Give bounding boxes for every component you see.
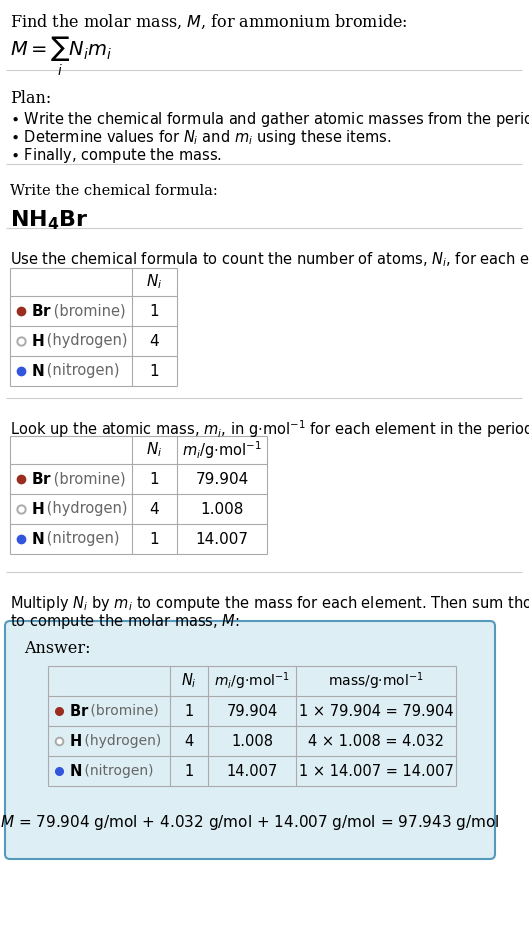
Text: Find the molar mass, $\mathit{M}$, for ammonium bromide:: Find the molar mass, $\mathit{M}$, for a… bbox=[10, 13, 408, 31]
Text: 14.007: 14.007 bbox=[196, 531, 249, 546]
Text: Write the chemical formula:: Write the chemical formula: bbox=[10, 184, 218, 198]
Text: 14.007: 14.007 bbox=[226, 764, 278, 778]
Text: Use the chemical formula to count the number of atoms, $\mathit{N}_i$, for each : Use the chemical formula to count the nu… bbox=[10, 250, 529, 268]
Text: 1 × 14.007 = 14.007: 1 × 14.007 = 14.007 bbox=[298, 764, 453, 778]
FancyBboxPatch shape bbox=[5, 621, 495, 859]
Text: (hydrogen): (hydrogen) bbox=[42, 333, 127, 349]
Text: $\mathit{M}$ = 79.904 g/mol + 4.032 g/mol + 14.007 g/mol = 97.943 g/mol: $\mathit{M}$ = 79.904 g/mol + 4.032 g/mo… bbox=[0, 813, 500, 832]
Text: $\mathbf{N}$: $\mathbf{N}$ bbox=[31, 531, 44, 547]
Text: 4: 4 bbox=[185, 734, 194, 749]
Text: $\mathbf{H}$: $\mathbf{H}$ bbox=[31, 501, 44, 517]
Text: 1: 1 bbox=[150, 472, 159, 486]
Text: 1: 1 bbox=[185, 764, 194, 778]
Text: $\mathit{N}_i$: $\mathit{N}_i$ bbox=[147, 272, 162, 291]
Text: $\mathbf{Br}$: $\mathbf{Br}$ bbox=[69, 703, 89, 719]
Text: 79.904: 79.904 bbox=[195, 472, 249, 486]
Text: $\mathbf{N}$: $\mathbf{N}$ bbox=[31, 363, 44, 379]
Text: $\mathit{m}_i$/g$\cdot$mol$^{-1}$: $\mathit{m}_i$/g$\cdot$mol$^{-1}$ bbox=[182, 439, 262, 461]
Text: (bromine): (bromine) bbox=[49, 472, 125, 486]
Text: $\mathbf{Br}$: $\mathbf{Br}$ bbox=[31, 471, 52, 487]
Text: $\mathbf{H}$: $\mathbf{H}$ bbox=[31, 333, 44, 349]
Text: (hydrogen): (hydrogen) bbox=[42, 501, 127, 516]
Text: $\mathit{N}_i$: $\mathit{N}_i$ bbox=[181, 672, 197, 690]
Text: 4: 4 bbox=[150, 501, 159, 516]
Text: 1.008: 1.008 bbox=[231, 734, 273, 749]
Text: (nitrogen): (nitrogen) bbox=[80, 764, 153, 778]
Text: $\bullet$ Determine values for $\mathit{N}_i$ and $\mathit{m}_i$ using these ite: $\bullet$ Determine values for $\mathit{… bbox=[10, 128, 391, 147]
Text: (nitrogen): (nitrogen) bbox=[42, 364, 120, 379]
Text: to compute the molar mass, $\mathit{M}$:: to compute the molar mass, $\mathit{M}$: bbox=[10, 612, 240, 631]
Text: 4 × 1.008 = 4.032: 4 × 1.008 = 4.032 bbox=[308, 734, 444, 749]
Text: (bromine): (bromine) bbox=[86, 704, 159, 718]
Text: $\bullet$ Finally, compute the mass.: $\bullet$ Finally, compute the mass. bbox=[10, 146, 222, 165]
Text: 1: 1 bbox=[150, 303, 159, 318]
Text: 1.008: 1.008 bbox=[200, 501, 244, 516]
Text: 1: 1 bbox=[150, 531, 159, 546]
Text: Multiply $\mathit{N}_i$ by $\mathit{m}_i$ to compute the mass for each element. : Multiply $\mathit{N}_i$ by $\mathit{m}_i… bbox=[10, 594, 529, 613]
Text: 1 × 79.904 = 79.904: 1 × 79.904 = 79.904 bbox=[299, 704, 453, 719]
Text: $\mathbf{NH_4Br}$: $\mathbf{NH_4Br}$ bbox=[10, 208, 89, 232]
Text: 4: 4 bbox=[150, 333, 159, 349]
Text: $\mathbf{Br}$: $\mathbf{Br}$ bbox=[31, 303, 52, 319]
Text: Answer:: Answer: bbox=[24, 640, 90, 657]
Text: 1: 1 bbox=[185, 704, 194, 719]
Text: $\mathit{N}_i$: $\mathit{N}_i$ bbox=[147, 441, 162, 460]
Text: $\mathit{M} = \sum_i \mathit{N}_i \mathit{m}_i$: $\mathit{M} = \sum_i \mathit{N}_i \mathi… bbox=[10, 35, 112, 78]
Text: 79.904: 79.904 bbox=[226, 704, 278, 719]
Text: Plan:: Plan: bbox=[10, 90, 51, 107]
Text: $\mathbf{N}$: $\mathbf{N}$ bbox=[69, 763, 82, 779]
Text: $\mathit{m}_i$/g$\cdot$mol$^{-1}$: $\mathit{m}_i$/g$\cdot$mol$^{-1}$ bbox=[214, 670, 290, 691]
Text: 1: 1 bbox=[150, 364, 159, 379]
Text: (hydrogen): (hydrogen) bbox=[80, 734, 161, 748]
Text: Look up the atomic mass, $\mathit{m}_i$, in g$\cdot$mol$^{-1}$ for each element : Look up the atomic mass, $\mathit{m}_i$,… bbox=[10, 418, 529, 440]
Text: (nitrogen): (nitrogen) bbox=[42, 531, 120, 546]
Text: mass/g$\cdot$mol$^{-1}$: mass/g$\cdot$mol$^{-1}$ bbox=[328, 670, 424, 691]
Text: $\mathbf{H}$: $\mathbf{H}$ bbox=[69, 733, 82, 749]
Text: $\bullet$ Write the chemical formula and gather atomic masses from the periodic : $\bullet$ Write the chemical formula and… bbox=[10, 110, 529, 129]
Text: (bromine): (bromine) bbox=[49, 303, 125, 318]
